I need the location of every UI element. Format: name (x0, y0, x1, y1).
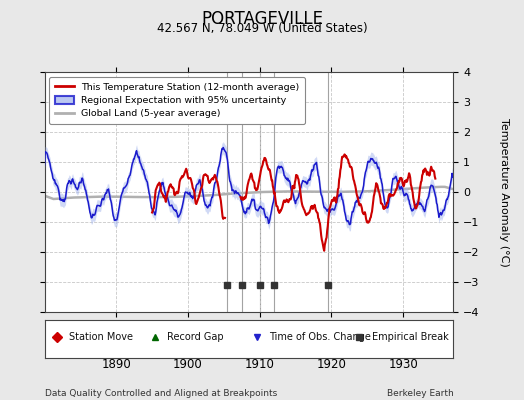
Text: 1930: 1930 (388, 358, 418, 371)
Text: 1920: 1920 (316, 358, 346, 371)
Text: 1910: 1910 (245, 358, 275, 371)
Text: 1890: 1890 (101, 358, 131, 371)
Text: Berkeley Earth: Berkeley Earth (387, 389, 453, 398)
Text: Time of Obs. Change: Time of Obs. Change (269, 332, 371, 342)
Text: 1900: 1900 (173, 358, 203, 371)
Legend: This Temperature Station (12-month average), Regional Expectation with 95% uncer: This Temperature Station (12-month avera… (49, 77, 305, 124)
Text: Data Quality Controlled and Aligned at Breakpoints: Data Quality Controlled and Aligned at B… (45, 389, 277, 398)
Text: 42.567 N, 78.049 W (United States): 42.567 N, 78.049 W (United States) (157, 22, 367, 35)
Text: Station Move: Station Move (69, 332, 133, 342)
Y-axis label: Temperature Anomaly (°C): Temperature Anomaly (°C) (499, 118, 509, 266)
Text: Empirical Break: Empirical Break (372, 332, 448, 342)
Text: PORTAGEVILLE: PORTAGEVILLE (201, 10, 323, 28)
Text: Record Gap: Record Gap (167, 332, 224, 342)
